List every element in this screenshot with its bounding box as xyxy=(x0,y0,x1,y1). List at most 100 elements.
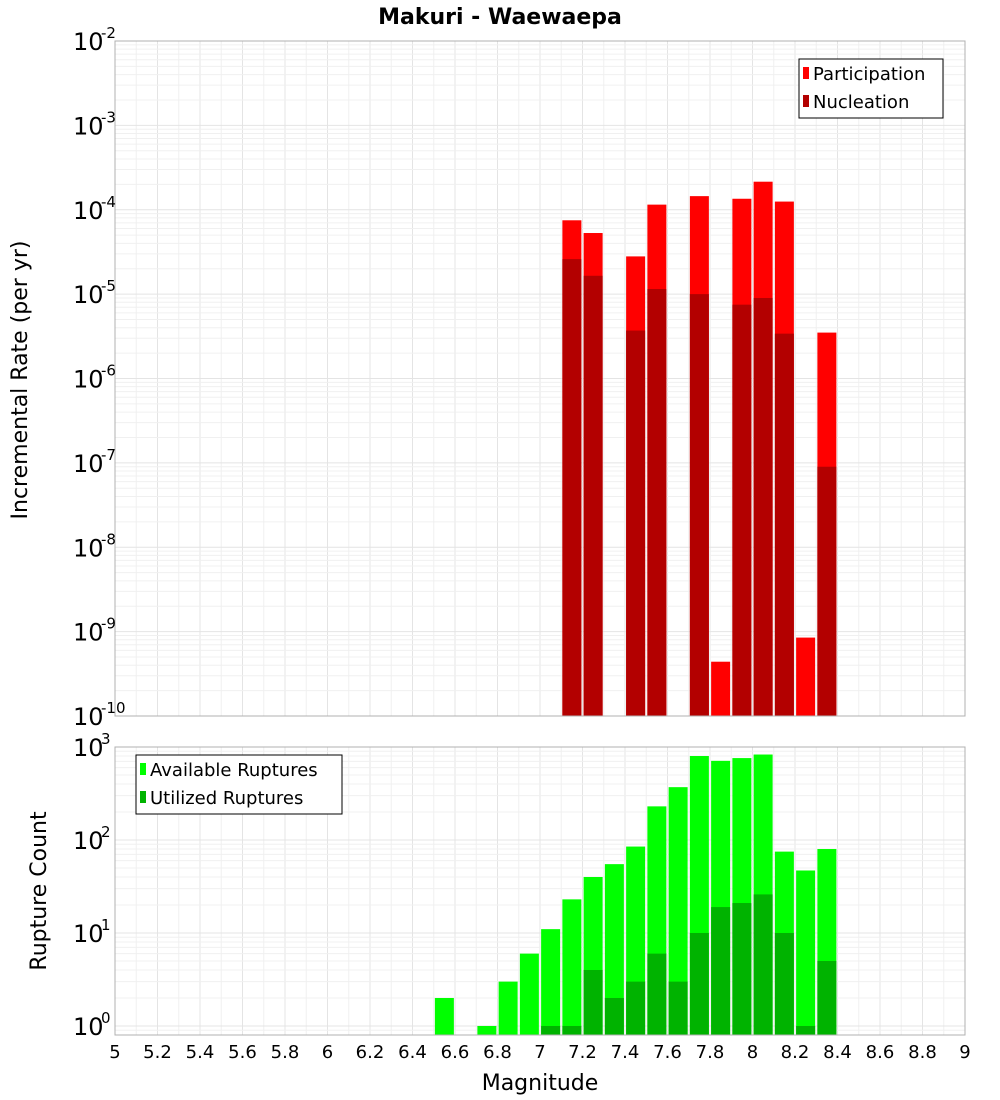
x-tick-label: 8 xyxy=(747,1042,758,1063)
bottom-bar-available-ruptures xyxy=(604,864,624,1035)
bottom-bar-utilized-ruptures xyxy=(689,932,709,1035)
x-tick-label: 6.4 xyxy=(398,1042,427,1063)
svg-text:10: 10 xyxy=(73,920,104,948)
top-panel-bars xyxy=(562,181,837,717)
svg-text:10: 10 xyxy=(73,366,104,394)
legend-swatch-available xyxy=(140,763,146,775)
top-y-axis-title: Incremental Rate (per yr) xyxy=(8,241,33,520)
top-y-tick-label: 10-9 xyxy=(73,615,116,647)
top-bar-nucleation xyxy=(583,275,603,716)
top-panel-gridlines xyxy=(114,41,966,717)
svg-text:10: 10 xyxy=(73,534,104,562)
svg-text:10: 10 xyxy=(73,28,104,56)
x-tick-label: 7.8 xyxy=(696,1042,725,1063)
top-y-tick-label: 10-7 xyxy=(73,446,116,478)
top-bar-nucleation xyxy=(689,294,709,716)
bottom-panel-frame xyxy=(114,746,966,1036)
top-y-tick-label: 10-10 xyxy=(73,699,126,731)
top-bar-nucleation xyxy=(562,259,582,716)
x-axis-title: Magnitude xyxy=(482,1071,599,1096)
legend-label-utilized: Utilized Ruptures xyxy=(150,788,303,809)
svg-text:-4: -4 xyxy=(101,193,116,211)
svg-text:2: 2 xyxy=(101,823,111,841)
svg-text:10: 10 xyxy=(73,827,104,855)
x-tick-label: 6 xyxy=(322,1042,333,1063)
bottom-bar-available-ruptures xyxy=(541,929,561,1035)
svg-text:-10: -10 xyxy=(101,699,126,717)
bottom-y-tick-label: 100 xyxy=(73,1009,111,1041)
bottom-bar-utilized-ruptures xyxy=(541,1025,561,1035)
top-bar-nucleation xyxy=(647,289,667,716)
svg-text:10: 10 xyxy=(73,281,104,309)
top-y-tick-label: 10-8 xyxy=(73,530,116,562)
svg-text:10: 10 xyxy=(73,112,104,140)
x-tick-label: 7.6 xyxy=(653,1042,682,1063)
svg-text:-6: -6 xyxy=(101,362,116,380)
bottom-bar-utilized-ruptures xyxy=(711,907,731,1035)
top-y-tick-label: 10-6 xyxy=(73,362,116,394)
top-bar-participation xyxy=(711,661,731,716)
svg-text:10: 10 xyxy=(73,197,104,225)
svg-text:-3: -3 xyxy=(101,108,116,126)
top-y-tick-label: 10-2 xyxy=(73,24,116,56)
legend-label-participation: Participation xyxy=(813,64,925,85)
bottom-bar-available-ruptures xyxy=(562,899,582,1035)
x-tick-label: 5.6 xyxy=(228,1042,257,1063)
bottom-bar-available-ruptures xyxy=(668,787,688,1035)
x-tick-label: 8.2 xyxy=(781,1042,810,1063)
legend-label-nucleation: Nucleation xyxy=(813,92,909,113)
top-bar-nucleation xyxy=(626,330,646,716)
x-tick-label: 7.2 xyxy=(568,1042,597,1063)
bottom-legend: Available Ruptures Utilized Ruptures xyxy=(135,754,343,815)
x-tick-label: 9 xyxy=(959,1042,970,1063)
svg-text:-7: -7 xyxy=(101,446,116,464)
bottom-bar-utilized-ruptures xyxy=(668,981,688,1035)
bottom-bar-utilized-ruptures xyxy=(796,1025,816,1035)
svg-text:0: 0 xyxy=(101,1009,111,1027)
svg-text:10: 10 xyxy=(73,1013,104,1041)
bottom-bar-utilized-ruptures xyxy=(732,903,752,1035)
top-bar-nucleation xyxy=(753,297,773,716)
top-bar-participation xyxy=(796,637,816,716)
top-panel-y-tick-labels: 10-210-310-410-510-610-710-810-910-10 xyxy=(73,24,126,731)
top-bar-nucleation xyxy=(732,304,752,716)
legend-label-available: Available Ruptures xyxy=(150,760,318,781)
top-y-tick-label: 10-4 xyxy=(73,193,116,225)
bottom-bar-available-ruptures xyxy=(434,997,454,1035)
x-tick-label: 5.8 xyxy=(271,1042,300,1063)
bottom-bar-utilized-ruptures xyxy=(626,981,646,1035)
x-tick-label: 6.2 xyxy=(356,1042,385,1063)
bottom-bar-utilized-ruptures xyxy=(774,932,794,1035)
bottom-bar-available-ruptures xyxy=(477,1025,497,1035)
bottom-bar-available-ruptures xyxy=(796,870,816,1035)
svg-text:10: 10 xyxy=(73,734,104,762)
x-tick-label: 7 xyxy=(534,1042,545,1063)
svg-text:-2: -2 xyxy=(101,24,116,42)
svg-text:-8: -8 xyxy=(101,530,116,548)
legend-swatch-utilized xyxy=(140,791,146,803)
bottom-bar-utilized-ruptures xyxy=(753,894,773,1035)
legend-swatch-nucleation xyxy=(803,95,809,107)
bottom-panel-bars xyxy=(434,754,837,1035)
top-legend-box xyxy=(798,58,944,119)
bottom-bar-available-ruptures xyxy=(498,981,518,1035)
svg-text:-9: -9 xyxy=(101,615,116,633)
bottom-bar-utilized-ruptures xyxy=(604,997,624,1035)
x-tick-label: 8.4 xyxy=(823,1042,852,1063)
top-legend: Participation Nucleation xyxy=(798,58,944,119)
top-bar-nucleation xyxy=(774,333,794,716)
bottom-bar-utilized-ruptures xyxy=(817,960,837,1035)
x-tick-label: 6.6 xyxy=(441,1042,470,1063)
top-y-tick-label: 10-3 xyxy=(73,108,116,140)
svg-text:10: 10 xyxy=(73,703,104,731)
x-tick-label: 7.4 xyxy=(611,1042,640,1063)
svg-text:1: 1 xyxy=(101,916,111,934)
bottom-y-tick-label: 101 xyxy=(73,916,111,948)
top-bar-nucleation xyxy=(817,466,837,716)
bottom-bar-utilized-ruptures xyxy=(647,953,667,1035)
svg-text:-5: -5 xyxy=(101,277,116,295)
x-tick-label: 5.2 xyxy=(143,1042,172,1063)
bottom-legend-box xyxy=(135,754,343,815)
